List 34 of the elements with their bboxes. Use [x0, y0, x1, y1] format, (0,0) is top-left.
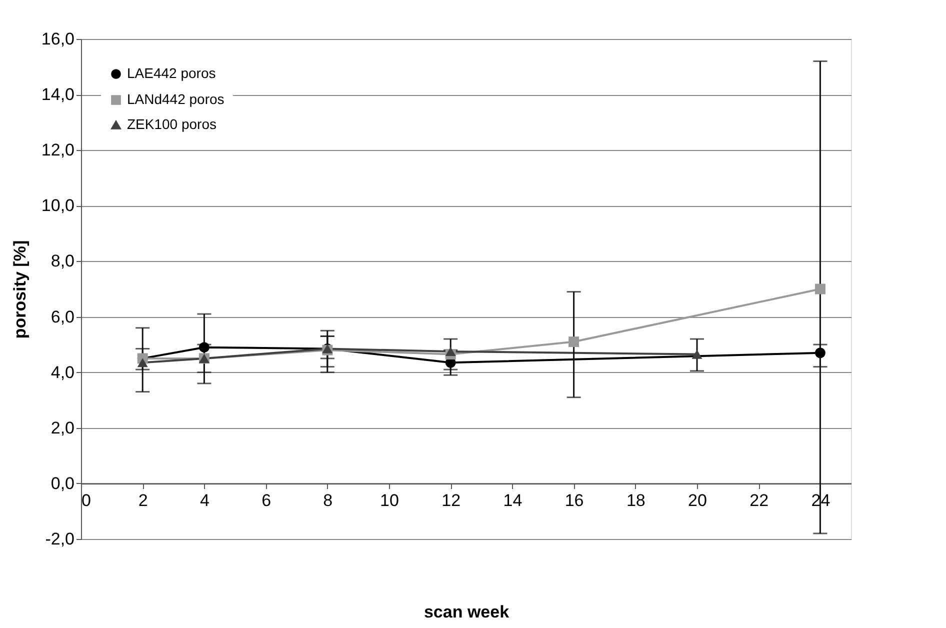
y-tick-label: 14,0: [41, 85, 74, 104]
y-tick-label: 6,0: [50, 307, 74, 326]
point: [814, 348, 826, 358]
point: [568, 336, 580, 348]
y-tick-label: 16,0: [41, 30, 74, 48]
y-tick-label: 10,0: [41, 196, 74, 216]
x-tick-label: 12: [442, 490, 461, 510]
legend-label: ZEK100 poros: [127, 116, 216, 132]
point: [814, 284, 826, 294]
point: [692, 350, 702, 359]
x-tick-label: 2: [138, 490, 148, 510]
point: [137, 358, 148, 368]
x-tick-label: 20: [688, 490, 707, 510]
x-tick-label: 22: [750, 490, 769, 510]
x-tick-label: 10: [380, 490, 399, 510]
y-tick-label: -2,0: [45, 530, 74, 548]
x-tick-label: 14: [503, 490, 522, 510]
x-tick-label: 18: [626, 490, 646, 510]
y-axis-title: porosity [%]: [10, 240, 30, 339]
x-tick-label: 16: [564, 490, 584, 510]
y-tick-label: 0,0: [50, 474, 74, 493]
x-tick-label: 4: [200, 490, 210, 510]
x-axis-title: scan week: [424, 602, 510, 622]
legend-label: LAE442 poros: [127, 65, 216, 81]
point: [445, 346, 456, 356]
x-tick-label: 0: [82, 490, 91, 510]
y-tick-label: 8,0: [50, 252, 74, 271]
x-tick-label: 8: [323, 490, 333, 510]
legend-label: LANd442 poros: [127, 91, 224, 107]
y-tick-label: 2,0: [50, 418, 74, 438]
x-tick-label: 6: [262, 490, 272, 510]
y-tick-label: 12,0: [41, 140, 74, 160]
point: [198, 342, 210, 353]
y-tick-label: 4,0: [50, 362, 74, 382]
